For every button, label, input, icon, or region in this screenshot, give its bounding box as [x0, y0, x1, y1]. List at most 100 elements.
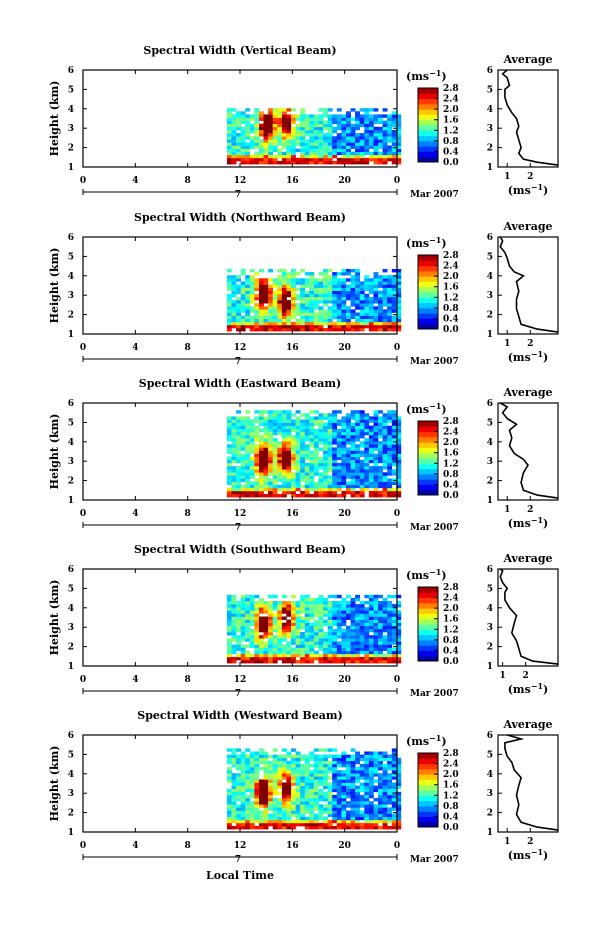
heatmap-cell — [231, 278, 237, 282]
heatmap-cell — [378, 628, 383, 633]
heatmap-cell — [373, 328, 379, 332]
heatmap-cell — [313, 628, 319, 633]
heatmap-cell — [364, 484, 370, 489]
heatmap-cell — [249, 306, 255, 310]
heatmap-cell — [304, 154, 310, 159]
heatmap-cell — [327, 632, 333, 636]
heatmap-cell — [373, 161, 379, 165]
heatmap-cell — [240, 798, 246, 802]
heatmap-cell — [396, 435, 402, 439]
heatmap-cell — [263, 635, 269, 639]
heatmap-cell — [286, 478, 292, 482]
heatmap-cell — [259, 785, 264, 789]
heatmap-cell — [226, 419, 232, 423]
heatmap-cell — [263, 757, 269, 762]
heatmap-cell — [350, 435, 356, 439]
heatmap-cell — [396, 757, 402, 762]
heatmap-cell — [350, 616, 356, 620]
heatmap-cell — [336, 607, 342, 611]
panel-2: Spectral Width (Northward Beam)0 4 8 12 16 20… — [48, 211, 559, 367]
heatmap-cell — [277, 410, 283, 414]
heatmap-cell — [382, 419, 388, 423]
heatmap-cell — [300, 269, 306, 273]
heatmap-cell — [231, 644, 237, 648]
colorbar-swatch — [418, 821, 438, 828]
heatmap-cell — [286, 154, 292, 159]
heatmap-cell — [318, 472, 324, 476]
heatmap-cell — [291, 494, 296, 498]
heatmap-cell — [373, 656, 379, 661]
heatmap-cell — [341, 597, 347, 602]
heatmap-cell — [350, 822, 356, 827]
heatmap-cell — [368, 328, 374, 332]
heatmap-cell — [309, 312, 315, 316]
heatmap-cell — [281, 804, 287, 808]
heatmap-cell — [259, 324, 264, 329]
heatmap-cell — [318, 788, 324, 793]
heatmap-cell — [378, 456, 383, 461]
heatmap-cell — [313, 782, 319, 786]
heatmap-cell — [382, 136, 388, 140]
heatmap-cell — [318, 647, 324, 651]
heatmap-cell — [236, 419, 241, 423]
heatmap-cell — [313, 278, 319, 282]
heatmap-cell — [359, 816, 365, 821]
heatmap-cell — [350, 619, 356, 623]
heatmap-cell — [368, 444, 374, 448]
heatmap-cell — [259, 819, 264, 824]
heatmap-cell — [300, 450, 306, 454]
heatmap-cell — [277, 472, 283, 476]
heatmap-cell — [332, 142, 338, 146]
heatmap-cell — [323, 425, 328, 430]
heatmap-cell — [382, 767, 388, 771]
heatmap-cell — [332, 466, 338, 470]
heatmap-cell — [231, 619, 237, 623]
heatmap-cell — [236, 447, 241, 451]
heatmap-cell — [263, 441, 269, 445]
heatmap-cell — [240, 635, 246, 639]
heatmap-cell — [355, 453, 360, 457]
heatmap-cell — [300, 597, 306, 602]
heatmap-cell — [364, 610, 370, 614]
heatmap-cell — [231, 807, 237, 811]
heatmap-cell — [364, 142, 370, 146]
heatmap-cell — [350, 788, 356, 793]
heatmap-cell — [350, 136, 356, 140]
heatmap-cell — [304, 453, 310, 457]
panel-5: Spectral Width (Westward Beam)0 4 8 12 16 20 0… — [48, 709, 559, 865]
heatmap-cell — [272, 641, 278, 645]
heatmap-cell — [277, 607, 283, 611]
heatmap-cell — [368, 613, 374, 617]
heatmap-cell — [382, 779, 388, 783]
heatmap-cell — [341, 782, 347, 786]
heatmap-cell — [323, 490, 328, 495]
heatmap-cell — [254, 139, 260, 143]
heatmap-cell — [286, 469, 292, 473]
heatmap-cell — [304, 447, 310, 451]
heatmap-cell — [281, 459, 287, 464]
heatmap-cell — [300, 324, 306, 329]
heatmap-cell — [309, 791, 315, 796]
heatmap-cell — [236, 290, 241, 295]
heatmap-cell — [240, 613, 246, 617]
heatmap-cell — [304, 644, 310, 648]
heatmap-cell — [272, 469, 278, 473]
heatmap-cell — [240, 767, 246, 771]
heatmap-cell — [341, 117, 347, 121]
heatmap-cell — [327, 782, 333, 786]
heatmap-cell — [336, 798, 342, 802]
heatmap-cell — [231, 284, 237, 288]
heatmap-cell — [336, 120, 342, 124]
heatmap-cell — [277, 650, 283, 655]
heatmap-cell — [378, 136, 383, 140]
heatmap-cell — [286, 650, 292, 655]
colorbar-unit-base: (ms — [406, 237, 429, 250]
heatmap-cell — [341, 647, 347, 651]
heatmap-cell — [336, 788, 342, 793]
heatmap-cell — [226, 293, 232, 298]
heatmap-cell — [277, 428, 283, 433]
heatmap-cell — [309, 776, 315, 780]
heatmap-cell — [277, 126, 283, 131]
heatmap-cell — [318, 616, 324, 620]
heatmap-cell — [355, 136, 360, 140]
